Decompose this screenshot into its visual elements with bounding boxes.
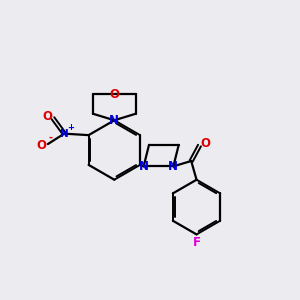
Text: N: N: [139, 160, 148, 173]
Text: -: -: [48, 133, 52, 142]
Text: N: N: [168, 160, 178, 173]
Text: F: F: [193, 236, 200, 249]
Text: O: O: [43, 110, 52, 123]
Text: O: O: [200, 137, 211, 150]
Text: O: O: [109, 88, 119, 100]
Text: +: +: [67, 123, 74, 132]
Text: N: N: [60, 129, 69, 139]
Text: N: N: [109, 114, 119, 127]
Text: O: O: [36, 139, 46, 152]
